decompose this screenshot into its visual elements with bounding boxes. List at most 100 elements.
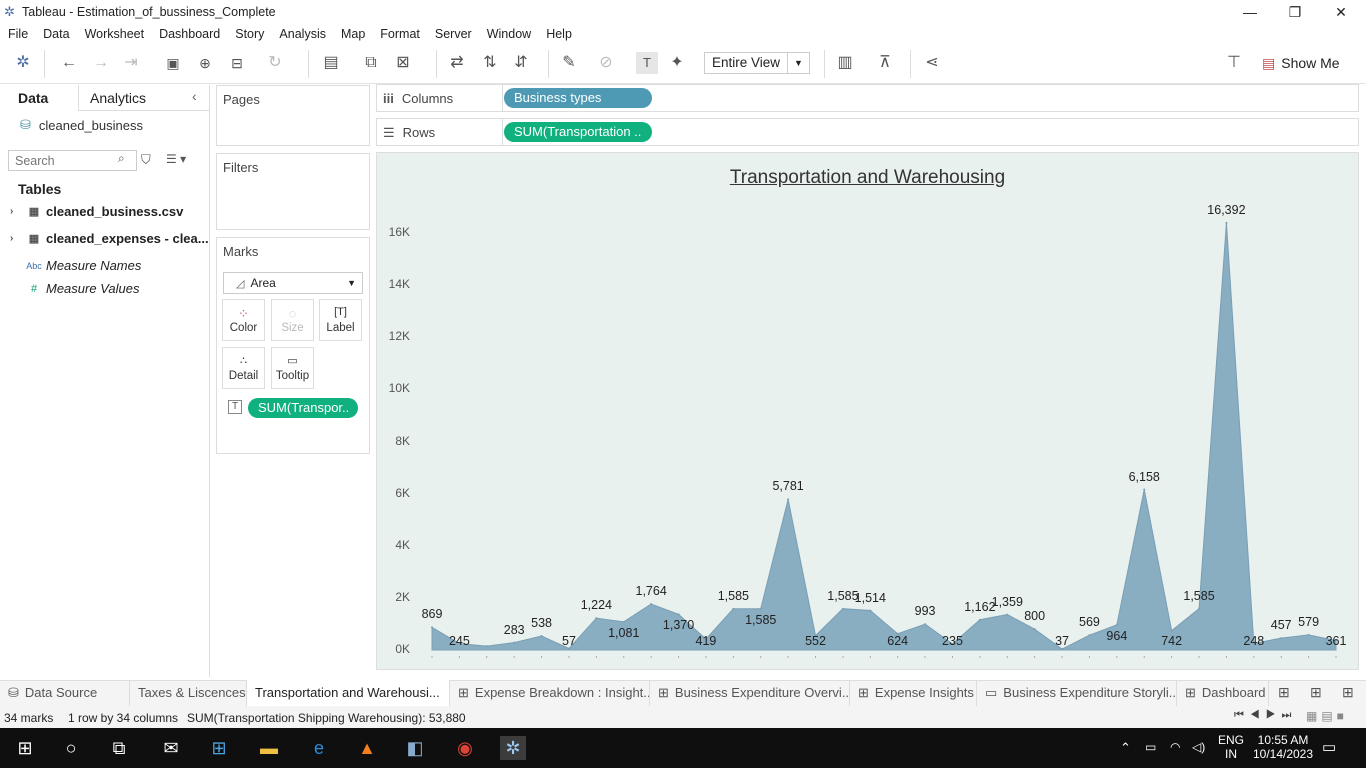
clear-sheet-icon[interactable]: ⊠ — [396, 54, 410, 71]
paintbrush-icon[interactable]: ⊤ — [1227, 54, 1241, 71]
battery-icon[interactable]: ▭ — [1145, 740, 1157, 754]
data-point[interactable] — [951, 642, 954, 645]
data-point[interactable] — [704, 638, 707, 641]
menu-file[interactable]: File — [8, 27, 29, 41]
filters-card[interactable]: Filters — [216, 153, 370, 230]
tab-taxes[interactable]: Taxes & Liscences — [130, 680, 247, 706]
notification-icon[interactable]: ▭ — [1322, 739, 1337, 756]
sort-descending-icon[interactable]: ⇵ — [514, 54, 528, 71]
data-point[interactable] — [567, 647, 570, 650]
chevron-right-icon[interactable]: › — [10, 206, 14, 217]
menu-dashboard[interactable]: Dashboard — [159, 27, 221, 41]
data-point[interactable] — [841, 607, 844, 610]
view-mode-icons[interactable]: ▦▤■ — [1306, 709, 1348, 723]
search-icon[interactable]: ○ — [65, 738, 77, 758]
view-options-icon[interactable]: ☰ ▾ — [166, 152, 187, 166]
chart-view[interactable] — [376, 152, 1359, 670]
windows-start-icon[interactable]: ⊞ — [17, 738, 33, 758]
mail-icon[interactable]: ✉ — [163, 738, 179, 758]
data-point[interactable] — [1170, 629, 1173, 632]
pin-icon[interactable]: ✦ — [670, 54, 684, 71]
data-point[interactable] — [814, 634, 817, 637]
data-point[interactable] — [759, 607, 762, 610]
menu-window[interactable]: Window — [486, 27, 532, 41]
edge-icon[interactable]: e — [313, 738, 324, 758]
show-labels-icon[interactable]: T — [636, 52, 658, 74]
new-dashboard-icon[interactable]: ⊞ — [1310, 684, 1322, 700]
tab-dashboard-4[interactable]: ⊞ Dashboard 4 — [1177, 680, 1269, 706]
close-button[interactable]: ✕ — [1335, 4, 1347, 20]
task-view-icon[interactable]: ⧉ — [112, 738, 126, 758]
data-point[interactable] — [1088, 634, 1091, 637]
data-point[interactable] — [1198, 607, 1201, 610]
redo-icon[interactable]: → — [93, 54, 109, 71]
data-point[interactable] — [1225, 221, 1228, 224]
tab-data[interactable]: Data — [18, 90, 49, 106]
new-story-icon[interactable]: ⊞ — [1342, 684, 1354, 700]
save-icon[interactable]: ▣ — [166, 55, 180, 71]
area-chart[interactable] — [376, 152, 1359, 670]
language-indicator[interactable]: ENG IN — [1218, 733, 1244, 761]
menu-analysis[interactable]: Analysis — [279, 27, 326, 41]
replay-icon[interactable]: ⇥ — [124, 54, 138, 71]
tab-expense-breakdown[interactable]: ⊞ Expense Breakdown : Insight... — [450, 680, 650, 706]
menu-worksheet[interactable]: Worksheet — [84, 27, 145, 41]
search-icon[interactable]: ⌕ — [118, 151, 125, 165]
data-point[interactable] — [978, 618, 981, 621]
data-point[interactable] — [1061, 648, 1064, 651]
show-cards-icon[interactable]: ▥ — [837, 54, 853, 71]
tab-expenditure-overview[interactable]: ⊞ Business Expenditure Overvi... — [650, 680, 850, 706]
data-point[interactable] — [1033, 628, 1036, 631]
field-measure-names[interactable]: Abc Measure Names — [10, 258, 141, 273]
sheet-nav-arrows[interactable]: ⏮◀▶⏭ — [1234, 709, 1298, 721]
menu-format[interactable]: Format — [380, 27, 420, 41]
filter-icon[interactable]: ⛉ — [141, 152, 151, 167]
data-point[interactable] — [1252, 642, 1255, 645]
data-point[interactable] — [1307, 633, 1310, 636]
columns-shelf[interactable]: iii Columns — [376, 84, 1359, 112]
collapse-pane-icon[interactable]: ‹ — [192, 88, 197, 104]
search-input[interactable] — [8, 150, 137, 171]
data-point[interactable] — [458, 642, 461, 645]
mark-pill[interactable]: SUM(Transpor.. — [248, 398, 358, 418]
field-table-1[interactable]: › ▦ cleaned_business.csv — [10, 204, 183, 219]
new-worksheet-icon[interactable]: ▤ — [323, 54, 339, 71]
data-point[interactable] — [431, 626, 433, 629]
sort-ascending-icon[interactable]: ⇅ — [483, 54, 497, 71]
data-point[interactable] — [540, 634, 543, 637]
tableau-home-icon[interactable]: ✲ — [16, 54, 30, 71]
field-table-2[interactable]: › ▦ cleaned_expenses - clea... — [10, 231, 209, 246]
rows-pill[interactable]: SUM(Transportation .. — [504, 122, 652, 142]
refresh-icon[interactable]: ↻ — [268, 54, 282, 71]
data-point[interactable] — [732, 607, 735, 610]
data-point[interactable] — [1335, 639, 1337, 642]
show-me-button[interactable]: ▤ Show Me — [1262, 52, 1362, 74]
menu-story[interactable]: Story — [235, 27, 265, 41]
store-icon[interactable]: ⊞ — [211, 738, 227, 758]
data-point[interactable] — [677, 613, 680, 616]
app-icon[interactable]: ◧ — [406, 738, 424, 758]
new-worksheet-icon[interactable]: ⊞ — [1278, 684, 1290, 700]
field-measure-values[interactable]: # Measure Values — [10, 281, 140, 296]
menu-map[interactable]: Map — [340, 27, 366, 41]
clock[interactable]: 10:55 AM 10/14/2023 — [1248, 733, 1318, 761]
data-point[interactable] — [513, 641, 516, 644]
data-point[interactable] — [787, 498, 790, 501]
datasource-item[interactable]: ⛁ cleaned_business — [20, 117, 143, 133]
fit-select[interactable]: Entire View ▼ — [704, 52, 810, 74]
data-point[interactable] — [622, 620, 625, 623]
tab-data-source[interactable]: ⛁ Data Source — [0, 680, 130, 706]
duplicate-sheet-icon[interactable]: ⧉ — [365, 54, 377, 71]
data-point[interactable] — [650, 603, 653, 606]
share-icon[interactable]: ⋖ — [925, 54, 939, 71]
data-point[interactable] — [1006, 613, 1009, 616]
tableau-taskbar-icon[interactable]: ✲ — [500, 736, 526, 760]
restore-button[interactable]: ❐ — [1288, 4, 1302, 20]
rows-shelf[interactable]: ☰ Rows — [376, 118, 1359, 146]
highlight-icon[interactable]: ✎ — [562, 54, 576, 71]
swap-icon[interactable]: ⇄ — [450, 54, 464, 71]
new-datasource-icon[interactable]: ⊕ — [199, 55, 211, 71]
tray-chevron-icon[interactable]: ⌃ — [1120, 740, 1131, 755]
minimize-button[interactable]: — — [1243, 4, 1257, 20]
menu-server[interactable]: Server — [434, 27, 472, 41]
